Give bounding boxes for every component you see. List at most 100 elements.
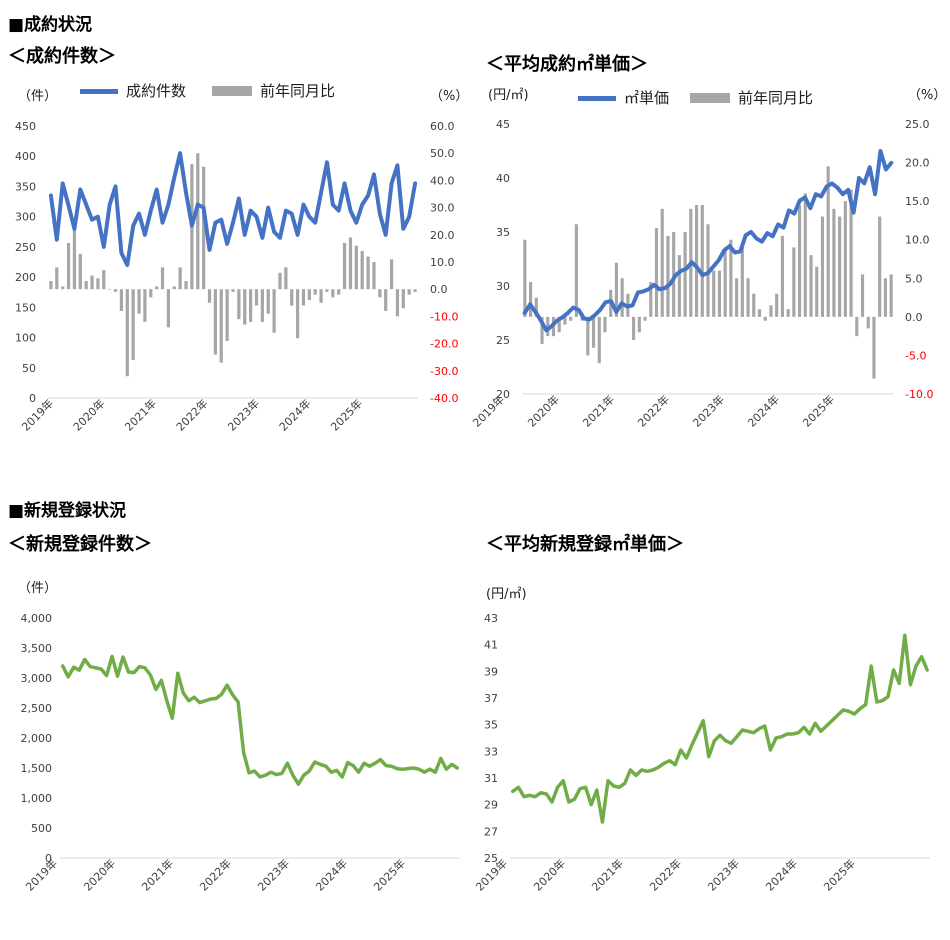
bar-yoy bbox=[843, 201, 847, 317]
y-tick-label: 2,000 bbox=[21, 732, 53, 745]
bar-yoy bbox=[654, 228, 659, 317]
bar-yoy bbox=[384, 289, 388, 311]
bar-yoy bbox=[632, 316, 636, 340]
y2-axis-unit: （%） bbox=[908, 88, 946, 103]
bar-yoy bbox=[574, 224, 578, 317]
x-tick-label: 2024年 bbox=[276, 396, 313, 433]
y2-tick-label: 20.0 bbox=[905, 157, 930, 170]
y-tick-label: 25 bbox=[496, 334, 510, 347]
bar-yoy bbox=[546, 316, 550, 337]
x-tick-label: 2022年 bbox=[173, 396, 210, 433]
y-tick-label: 25 bbox=[484, 852, 498, 865]
bar-yoy bbox=[348, 237, 353, 290]
bar-yoy bbox=[735, 278, 739, 317]
bar-yoy bbox=[266, 289, 270, 314]
bar-yoy bbox=[237, 289, 241, 320]
x-tick-label: 2019年 bbox=[19, 396, 56, 433]
bar-yoy bbox=[301, 289, 306, 306]
bar-yoy bbox=[666, 235, 670, 317]
bar-yoy bbox=[540, 316, 544, 344]
y-tick-label: 3,000 bbox=[21, 672, 53, 685]
y2-axis-unit: （%） bbox=[430, 89, 468, 104]
bar-yoy bbox=[325, 289, 329, 292]
y-tick-label: 27 bbox=[484, 825, 498, 838]
bar-yoy bbox=[740, 247, 744, 317]
y-tick-label: 400 bbox=[15, 150, 36, 163]
y-tick-label: 31 bbox=[484, 772, 498, 785]
bar-yoy bbox=[820, 216, 825, 317]
bar-yoy bbox=[172, 286, 176, 290]
chart-title-new-registrations: ＜新規登録件数＞ bbox=[8, 534, 152, 555]
bar-yoy bbox=[49, 281, 53, 290]
legend-label: 成約件数 bbox=[126, 82, 186, 100]
bar-yoy bbox=[102, 270, 106, 290]
bar-yoy bbox=[401, 289, 405, 309]
y2-tick-label: 50.0 bbox=[430, 147, 455, 160]
bar-yoy bbox=[243, 289, 247, 325]
y-axis-unit: (円/㎡) bbox=[486, 587, 527, 602]
bar-yoy bbox=[832, 208, 836, 317]
bar-yoy bbox=[337, 289, 341, 295]
x-tick-label: 2022年 bbox=[197, 856, 234, 893]
y-tick-label: 35 bbox=[496, 226, 510, 239]
bar-yoy bbox=[563, 316, 567, 325]
legend-bar-swatch bbox=[690, 93, 730, 103]
y2-tick-label: -5.0 bbox=[905, 349, 926, 362]
y-tick-label: 39 bbox=[484, 665, 498, 678]
bar-yoy bbox=[66, 242, 71, 290]
y2-tick-label: -20.0 bbox=[430, 338, 458, 351]
y-tick-label: 40 bbox=[496, 172, 510, 185]
bar-yoy bbox=[866, 316, 870, 329]
section-heading-contracts: ■成約状況 bbox=[8, 15, 93, 35]
series-line bbox=[511, 633, 929, 824]
bar-yoy bbox=[166, 289, 171, 328]
chart-title-new-registration-unit-price: ＜平均新規登録㎡単価＞ bbox=[486, 534, 684, 555]
y2-tick-label: 60.0 bbox=[430, 120, 455, 133]
bar-yoy bbox=[395, 289, 400, 317]
bar-yoy bbox=[786, 309, 790, 317]
bar-yoy bbox=[290, 289, 294, 306]
bar-yoy bbox=[792, 247, 796, 317]
bar-yoy bbox=[137, 289, 141, 314]
bar-yoy bbox=[672, 232, 676, 317]
bar-yoy bbox=[278, 272, 282, 290]
bar-yoy bbox=[649, 282, 653, 317]
x-tick-label: 2024年 bbox=[763, 856, 800, 893]
bar-yoy bbox=[78, 253, 82, 290]
bar-yoy bbox=[254, 289, 259, 306]
y2-tick-label: 10.0 bbox=[905, 234, 930, 247]
bar-yoy bbox=[591, 316, 596, 348]
x-tick-label: 2022年 bbox=[635, 392, 672, 429]
y-tick-label: 4,000 bbox=[21, 612, 53, 625]
x-tick-label: 2021年 bbox=[122, 396, 159, 433]
y-tick-label: 43 bbox=[484, 612, 498, 625]
y-tick-label: 450 bbox=[15, 120, 36, 133]
x-tick-label: 2021年 bbox=[139, 856, 176, 893]
bar-yoy bbox=[660, 208, 664, 317]
bar-yoy bbox=[757, 309, 762, 317]
y-tick-label: 2,500 bbox=[21, 702, 53, 715]
bar-yoy bbox=[378, 289, 382, 298]
bar-yoy bbox=[872, 316, 876, 379]
series-line bbox=[48, 151, 418, 267]
y2-tick-label: -30.0 bbox=[430, 365, 458, 378]
bar-yoy bbox=[700, 205, 704, 317]
y2-tick-label: 30.0 bbox=[430, 202, 455, 215]
x-tick-label: 2023年 bbox=[705, 856, 742, 893]
bar-yoy bbox=[119, 289, 124, 311]
bar-yoy bbox=[597, 316, 601, 364]
y-tick-label: 250 bbox=[15, 241, 36, 254]
y2-tick-label: 10.0 bbox=[430, 256, 455, 269]
bar-yoy bbox=[677, 255, 681, 317]
bar-yoy bbox=[366, 256, 370, 290]
y2-tick-label: -10.0 bbox=[905, 388, 933, 401]
x-tick-label: 2024年 bbox=[313, 856, 350, 893]
bar-yoy bbox=[295, 289, 300, 339]
bar-yoy bbox=[96, 278, 100, 290]
y-tick-label: 1,500 bbox=[21, 762, 53, 775]
y-tick-label: 20 bbox=[496, 388, 510, 401]
bar-yoy bbox=[90, 275, 94, 290]
bar-yoy bbox=[160, 267, 165, 290]
bar-yoy bbox=[84, 281, 88, 290]
y-tick-label: 30 bbox=[496, 280, 510, 293]
